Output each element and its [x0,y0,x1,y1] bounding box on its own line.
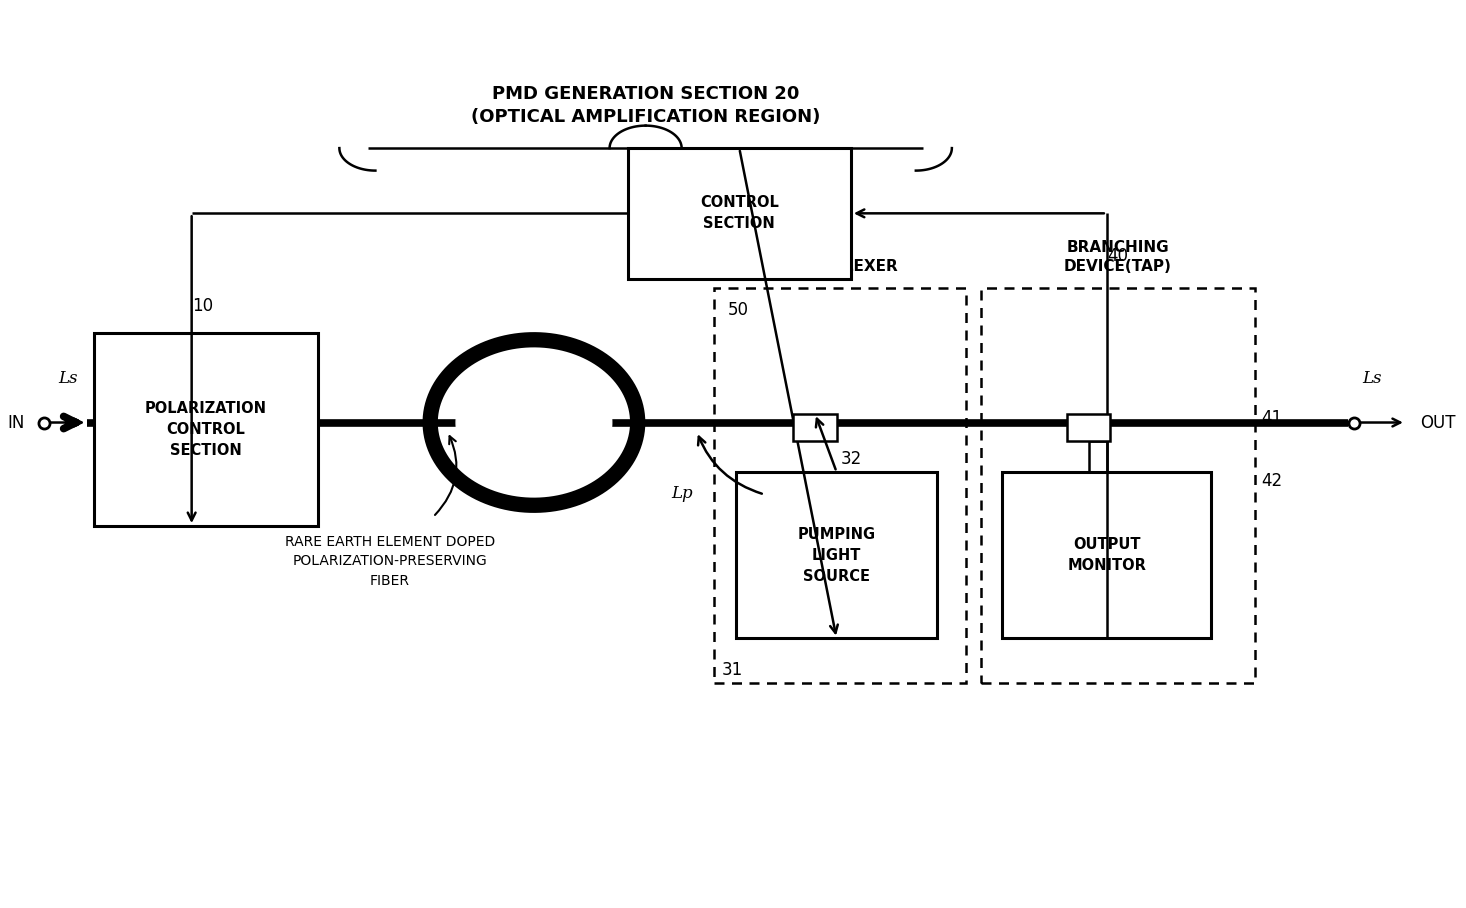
Text: POLARIZATION
CONTROL
SECTION: POLARIZATION CONTROL SECTION [145,400,267,458]
Text: Lp: Lp [671,486,693,502]
Text: MULTIPLEXER: MULTIPLEXER [783,259,899,274]
Text: 32: 32 [841,449,862,468]
Text: (OPTICAL AMPLIFICATION REGION): (OPTICAL AMPLIFICATION REGION) [471,108,821,125]
Text: 30: 30 [830,247,850,265]
Text: BRANCHING
DEVICE(TAP): BRANCHING DEVICE(TAP) [1064,241,1171,274]
Bar [981,288,1255,684]
Text: CONTROL
SECTION: CONTROL SECTION [699,195,778,232]
Polygon shape [456,360,611,486]
Text: 10: 10 [192,297,213,314]
Bar [1003,472,1211,638]
Text: 31: 31 [721,661,742,679]
Bar [714,288,966,684]
Text: 40: 40 [1107,247,1129,265]
Text: RARE EARTH ELEMENT DOPED
POLARIZATION-PRESERVING
FIBER: RARE EARTH ELEMENT DOPED POLARIZATION-PR… [284,535,496,588]
Text: PMD GENERATION SECTION 20: PMD GENERATION SECTION 20 [493,85,799,104]
Text: Ls: Ls [1362,370,1382,387]
Text: IN: IN [7,413,25,431]
Text: 41: 41 [1262,409,1283,427]
Text: PUMPING
LIGHT
SOURCE: PUMPING LIGHT SOURCE [798,527,875,584]
Text: OUTPUT
MONITOR: OUTPUT MONITOR [1067,538,1146,573]
Text: 50: 50 [729,301,749,319]
Bar [627,148,850,279]
Bar [94,332,318,526]
Bar [1067,413,1110,440]
Bar [793,413,837,440]
Text: OUT: OUT [1421,413,1456,431]
Text: 42: 42 [1262,472,1283,490]
Text: Ls: Ls [59,370,78,387]
Bar [736,472,937,638]
